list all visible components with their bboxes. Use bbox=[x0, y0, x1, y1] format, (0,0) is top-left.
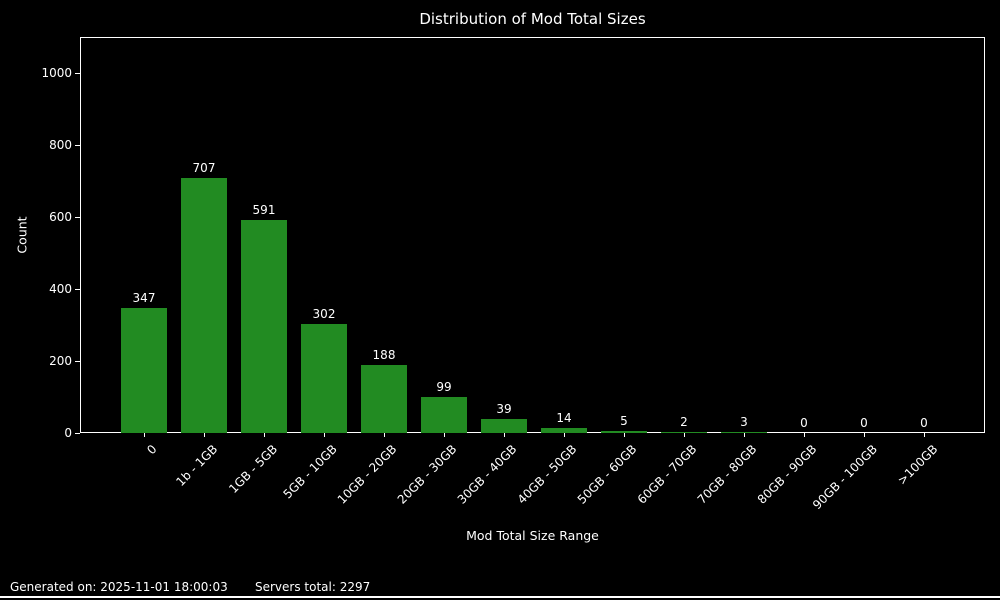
y-tick-mark bbox=[75, 288, 80, 290]
x-tick-label: 1b - 1GB bbox=[172, 442, 220, 489]
x-tick-mark bbox=[383, 433, 385, 437]
bar-value-label: 591 bbox=[252, 203, 276, 218]
x-tick-mark bbox=[143, 433, 145, 437]
x-tick-label: 10GB - 20GB bbox=[335, 442, 400, 507]
y-tick-label: 800 bbox=[49, 137, 72, 152]
bar-value-label: 0 bbox=[860, 416, 868, 430]
x-tick-mark bbox=[263, 433, 265, 437]
x-tick-label: 60GB - 70GB bbox=[635, 442, 700, 507]
bar bbox=[301, 324, 347, 433]
x-tick-mark bbox=[923, 433, 925, 437]
x-tick-mark bbox=[803, 433, 805, 437]
y-tick-mark bbox=[75, 144, 80, 146]
bar-value-label: 188 bbox=[372, 348, 396, 363]
bar bbox=[241, 220, 287, 433]
bar-value-label: 99 bbox=[436, 380, 452, 395]
x-tick-label: 1GB - 5GB bbox=[225, 442, 280, 496]
chart-title: Distribution of Mod Total Sizes bbox=[419, 10, 646, 28]
footer-divider bbox=[0, 596, 1000, 598]
x-tick-label: 0 bbox=[144, 442, 160, 458]
bar bbox=[601, 431, 647, 433]
bar bbox=[721, 431, 767, 433]
y-tick-label: 1000 bbox=[41, 65, 72, 80]
x-tick-label: 40GB - 50GB bbox=[515, 442, 580, 507]
x-tick-label: 20GB - 30GB bbox=[395, 442, 460, 507]
bar bbox=[541, 427, 587, 433]
x-tick-label: >100GB bbox=[894, 442, 940, 488]
bar bbox=[421, 397, 467, 433]
bar bbox=[121, 308, 167, 433]
x-tick-mark bbox=[563, 433, 565, 437]
x-tick-label: 80GB - 90GB bbox=[755, 442, 820, 507]
x-tick-mark bbox=[323, 433, 325, 437]
x-tick-label: 90GB - 100GB bbox=[809, 442, 880, 513]
y-tick-label: 0 bbox=[64, 425, 72, 440]
x-tick-mark bbox=[623, 433, 625, 437]
y-tick-mark bbox=[75, 72, 80, 74]
x-axis-label: Mod Total Size Range bbox=[466, 528, 599, 543]
bar-value-label: 5 bbox=[620, 414, 628, 429]
x-tick-label: 30GB - 40GB bbox=[455, 442, 520, 507]
bar-value-label: 0 bbox=[800, 416, 808, 430]
plot-area bbox=[80, 37, 985, 433]
x-tick-mark bbox=[683, 433, 685, 437]
footer-servers-total-text: Servers total: 2297 bbox=[255, 580, 371, 594]
x-tick-mark bbox=[503, 433, 505, 437]
x-tick-label: 50GB - 60GB bbox=[575, 442, 640, 507]
bar bbox=[481, 418, 527, 433]
bar-value-label: 347 bbox=[132, 291, 156, 306]
y-tick-label: 200 bbox=[49, 353, 72, 368]
bar-value-label: 707 bbox=[192, 161, 216, 176]
bar-value-label: 302 bbox=[312, 307, 336, 322]
bar bbox=[181, 178, 227, 433]
x-tick-label: 5GB - 10GB bbox=[280, 442, 340, 502]
bar-value-label: 0 bbox=[920, 416, 928, 430]
bar-value-label: 14 bbox=[556, 410, 572, 425]
x-tick-label: 70GB - 80GB bbox=[695, 442, 760, 507]
bar bbox=[361, 365, 407, 433]
bar-value-label: 3 bbox=[740, 414, 748, 429]
bar-value-label: 2 bbox=[680, 415, 688, 430]
x-tick-mark bbox=[743, 433, 745, 437]
x-tick-mark bbox=[443, 433, 445, 437]
bar bbox=[661, 432, 707, 433]
y-tick-mark bbox=[75, 432, 80, 434]
bar-value-label: 39 bbox=[496, 401, 512, 416]
y-tick-label: 600 bbox=[49, 209, 72, 224]
x-tick-mark bbox=[203, 433, 205, 437]
y-tick-mark bbox=[75, 216, 80, 218]
footer-generated-text: Generated on: 2025-11-01 18:00:03 bbox=[10, 580, 228, 594]
y-tick-label: 400 bbox=[49, 281, 72, 296]
x-tick-mark bbox=[863, 433, 865, 437]
y-tick-mark bbox=[75, 360, 80, 362]
